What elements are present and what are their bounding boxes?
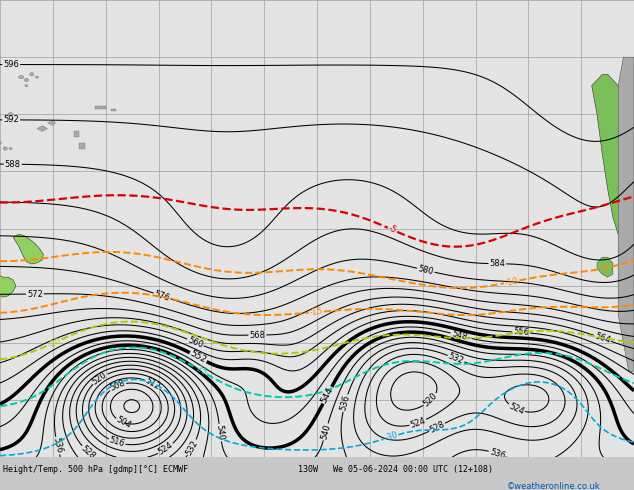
Text: 524: 524 <box>507 401 526 416</box>
Text: -25: -25 <box>192 363 209 378</box>
Text: -20: -20 <box>46 336 63 349</box>
Polygon shape <box>0 274 16 297</box>
Ellipse shape <box>18 75 23 79</box>
Text: 524: 524 <box>157 441 175 457</box>
Text: 568: 568 <box>249 330 266 340</box>
Text: 580: 580 <box>417 264 434 276</box>
Polygon shape <box>13 234 43 264</box>
Text: 532: 532 <box>447 352 465 366</box>
Polygon shape <box>597 257 613 277</box>
Text: 572: 572 <box>27 290 43 298</box>
Text: 130W: 130W <box>298 465 318 474</box>
Polygon shape <box>37 126 48 131</box>
Text: 512: 512 <box>143 376 162 392</box>
Text: 524: 524 <box>409 416 427 430</box>
Text: 556: 556 <box>513 327 529 338</box>
Ellipse shape <box>3 147 8 150</box>
Polygon shape <box>48 120 55 126</box>
Text: Height/Temp. 500 hPa [gdmp][°C] ECMWF: Height/Temp. 500 hPa [gdmp][°C] ECMWF <box>3 465 188 474</box>
Text: 532: 532 <box>184 439 200 457</box>
Polygon shape <box>74 131 79 137</box>
Text: 520: 520 <box>91 370 109 387</box>
Text: 592: 592 <box>3 115 19 124</box>
Text: 560: 560 <box>186 335 205 350</box>
Ellipse shape <box>30 73 34 76</box>
Polygon shape <box>111 109 116 111</box>
Text: 588: 588 <box>4 160 21 169</box>
Text: -10: -10 <box>504 276 519 288</box>
Text: We 05-06-2024 00:00 UTC (12+108): We 05-06-2024 00:00 UTC (12+108) <box>333 465 493 474</box>
Polygon shape <box>79 143 84 148</box>
Text: -30: -30 <box>383 431 399 443</box>
Text: 504: 504 <box>115 415 133 431</box>
Text: -15: -15 <box>309 307 323 317</box>
Text: 544: 544 <box>320 386 335 405</box>
Ellipse shape <box>0 142 1 144</box>
Ellipse shape <box>36 76 39 78</box>
Text: 576: 576 <box>153 289 171 303</box>
Polygon shape <box>592 74 634 245</box>
Ellipse shape <box>8 113 13 116</box>
Polygon shape <box>95 106 106 109</box>
Ellipse shape <box>24 78 29 82</box>
Ellipse shape <box>9 147 12 150</box>
Text: 516: 516 <box>108 436 126 449</box>
Text: 528: 528 <box>79 443 97 461</box>
Text: 536: 536 <box>51 437 63 455</box>
Polygon shape <box>618 57 634 371</box>
Text: 596: 596 <box>3 60 19 69</box>
Text: 540: 540 <box>320 423 332 441</box>
Text: 540: 540 <box>215 424 226 441</box>
Text: ©weatheronline.co.uk: ©weatheronline.co.uk <box>507 482 601 490</box>
Text: 536: 536 <box>488 447 507 461</box>
Text: -5: -5 <box>387 224 398 236</box>
Text: 520: 520 <box>422 392 439 409</box>
Text: 564: 564 <box>593 331 611 345</box>
Text: 528: 528 <box>428 420 446 435</box>
Text: 536: 536 <box>339 394 352 412</box>
Text: 548: 548 <box>450 329 468 342</box>
Text: 508: 508 <box>108 378 127 393</box>
Text: 584: 584 <box>489 259 505 269</box>
Text: 552: 552 <box>188 349 208 365</box>
Ellipse shape <box>25 85 28 87</box>
